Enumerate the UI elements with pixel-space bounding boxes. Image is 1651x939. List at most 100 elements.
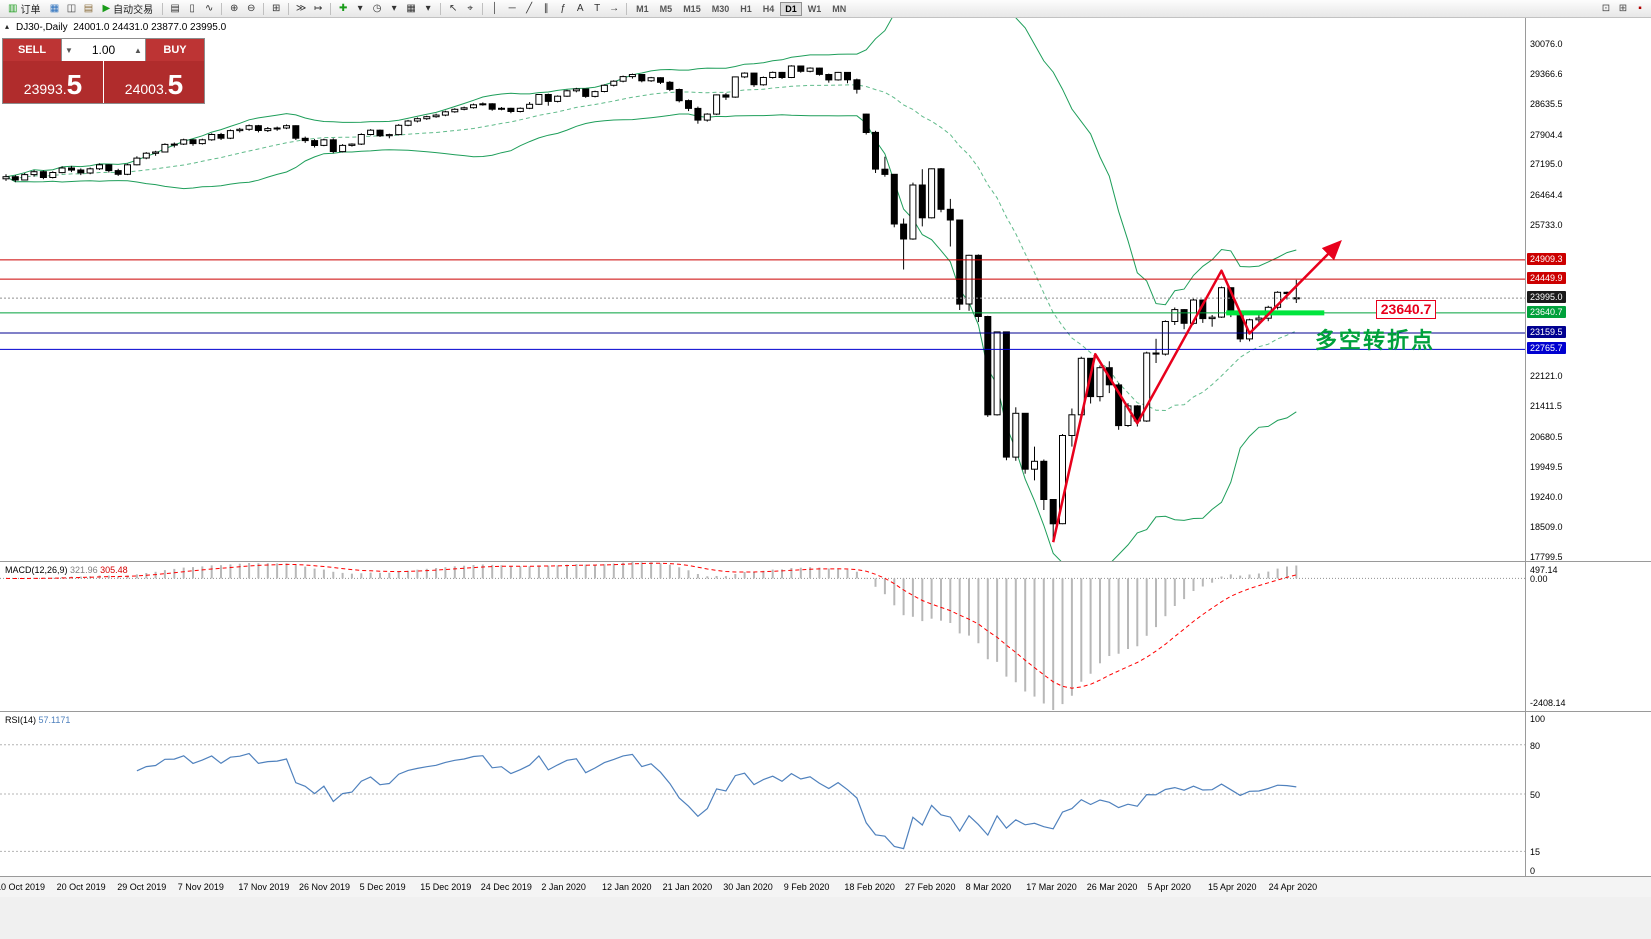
- rsi-axis-tick: 50: [1530, 790, 1541, 800]
- timeframe-button-M5[interactable]: M5: [659, 3, 673, 14]
- trendline-icon[interactable]: ╱: [526, 3, 533, 14]
- autotrading-button[interactable]: ▶ 自动交易: [97, 1, 158, 16]
- price-axis-tick: 21411.5: [1530, 400, 1562, 411]
- x-axis-label: 26 Mar 2020: [1086, 882, 1138, 892]
- ohlc-values: 24001.0 24431.0 23877.0 23995.0: [73, 22, 227, 33]
- rsi-axis-tick: 100: [1530, 714, 1546, 724]
- trend-zigzag-arrow[interactable]: [1051, 240, 1342, 543]
- price-axis-tick: 26464.4: [1530, 189, 1563, 200]
- tile-windows-icon[interactable]: ⊞: [271, 3, 281, 14]
- new-order-button[interactable]: ▥ 订单: [3, 1, 45, 16]
- cursor-icon[interactable]: ↖: [448, 3, 458, 14]
- text-label-icon[interactable]: T: [594, 3, 601, 14]
- x-axis-label: 18 Feb 2020: [844, 882, 895, 892]
- toolbar-separator: [288, 2, 290, 15]
- crosshair-icon[interactable]: ⌖: [467, 3, 473, 14]
- x-axis-label: 20 Oct 2019: [56, 882, 106, 892]
- templates-dropdown-icon[interactable]: ▾: [425, 3, 431, 14]
- price-tag: 23159.5: [1527, 325, 1566, 338]
- price-axis-tick: 30076.0: [1530, 39, 1563, 50]
- news-icon[interactable]: ▪: [1638, 3, 1642, 14]
- toolbar-separator: [626, 2, 628, 15]
- text-icon[interactable]: A: [576, 3, 584, 14]
- periods-dropdown-icon[interactable]: ▾: [391, 3, 397, 14]
- toolbar-separator: [162, 2, 164, 15]
- axis-separator: [1525, 18, 1526, 897]
- bollinger-lower-band: [5, 113, 1297, 561]
- buy-button[interactable]: BUY: [146, 39, 204, 61]
- sell-price-button[interactable]: 23993. 5: [3, 61, 103, 103]
- timeframe-button-H4[interactable]: H4: [762, 3, 775, 14]
- buy-price-button[interactable]: 24003. 5: [104, 61, 204, 103]
- pane-separator[interactable]: [0, 561, 1651, 562]
- volume-control: ▼ 1.00 ▲: [61, 39, 146, 61]
- timeframe-button-M15[interactable]: M15: [683, 3, 701, 14]
- indicators-icon[interactable]: ✚: [338, 3, 348, 14]
- sell-button[interactable]: SELL: [3, 39, 61, 61]
- macd-signal-value: 305.48: [100, 565, 128, 575]
- x-axis-label: 8 Mar 2020: [965, 882, 1012, 892]
- price-axis-tick: 25733.0: [1530, 220, 1563, 231]
- templates-icon[interactable]: ▦: [406, 3, 416, 14]
- macd-label: MACD(12,26,9) 321.96 305.48: [5, 565, 128, 575]
- auto-scroll-icon[interactable]: ≫: [295, 3, 307, 14]
- chart-title: DJ30-,Daily 24001.0 24431.0 23877.0 2399…: [16, 22, 226, 33]
- x-axis-label: 5 Dec 2019: [359, 882, 406, 892]
- time-axis[interactable]: 10 Oct 2019 20 Oct 2019 29 Oct 2019 7 Nov 2…: [0, 876, 1651, 897]
- timeframe-button-M1[interactable]: M1: [636, 3, 649, 14]
- toolbar-separator: [330, 2, 332, 15]
- x-axis-label: 29 Oct 2019: [117, 882, 167, 892]
- equidistant-channel-icon[interactable]: ∥: [543, 3, 549, 14]
- zoom-in-icon[interactable]: ⊕: [229, 3, 239, 14]
- price-axis-tick: 28635.5: [1530, 99, 1563, 110]
- pane-separator[interactable]: [0, 711, 1651, 712]
- x-axis-label: 24 Dec 2019: [480, 882, 532, 892]
- timeframe-button-D1[interactable]: D1: [780, 1, 802, 16]
- horizontal-line-icon[interactable]: ─: [508, 3, 516, 14]
- fullscreen-icon[interactable]: ⊡: [1601, 3, 1611, 14]
- volume-input[interactable]: 1.00: [91, 43, 116, 57]
- timeframe-button-M30[interactable]: M30: [711, 3, 730, 14]
- macd-main-value: 321.96: [70, 565, 98, 575]
- periods-icon[interactable]: ◷: [372, 3, 382, 14]
- toolbar-separator: [482, 2, 484, 15]
- fibonacci-icon[interactable]: ƒ: [560, 3, 566, 14]
- toolbar-separator: [263, 2, 265, 15]
- price-tag: 23640.7: [1527, 305, 1566, 318]
- data-window-icon[interactable]: ◫: [66, 3, 77, 14]
- timeframe-button-H1[interactable]: H1: [740, 3, 752, 14]
- price-axis-tick: 19240.0: [1530, 491, 1563, 502]
- indicators-dropdown-icon[interactable]: ▾: [357, 3, 363, 14]
- price-axis-tick: 20680.5: [1530, 431, 1563, 442]
- rsi-axis-tick: 0: [1530, 866, 1536, 876]
- timeframe-button-MN[interactable]: MN: [832, 3, 847, 14]
- macd-axis-zero: 0.00: [1530, 574, 1548, 585]
- timeframe-button-W1[interactable]: W1: [807, 3, 822, 14]
- print-icon[interactable]: ⊞: [1618, 3, 1628, 14]
- arrows-icon[interactable]: →: [609, 3, 620, 14]
- macd-pane[interactable]: [0, 562, 1525, 710]
- rsi-pane[interactable]: [0, 712, 1525, 876]
- autotrading-label: 自动交易: [113, 5, 154, 16]
- line-chart-icon[interactable]: ∿: [204, 3, 214, 14]
- x-axis-label: 10 Oct 2019: [0, 882, 46, 892]
- x-axis-label: 26 Nov 2019: [299, 882, 351, 892]
- bar-chart-icon[interactable]: ▤: [170, 3, 180, 14]
- chart-shift-icon[interactable]: ↦: [313, 3, 323, 14]
- candlestick-chart-icon[interactable]: ▯: [189, 3, 195, 14]
- zoom-out-icon[interactable]: ⊖: [246, 3, 256, 14]
- navigator-icon[interactable]: ▤: [83, 3, 94, 14]
- price-axis-tick: 29366.6: [1530, 68, 1563, 79]
- buy-price-fraction: 5: [167, 69, 184, 100]
- bollinger-middle-band: [5, 84, 1297, 412]
- market-watch-icon[interactable]: ▦: [49, 3, 60, 14]
- sell-price-main: 23993.: [23, 81, 67, 97]
- x-axis-label: 17 Mar 2020: [1026, 882, 1077, 892]
- vertical-line-icon[interactable]: │: [492, 3, 499, 14]
- toolbar: ▥ 订单 ▦ ◫ ▤ ▶ 自动交易 ▤ ▯ ∿ ⊕ ⊖ ⊞ ≫ ↦ ✚ ▾ ◷ ▾ ▦ ▾ ↖ ⌖ │ ─ ╱ ∥ ƒ A T → M1 M5 M…: [0, 0, 1651, 18]
- one-click-collapse-icon[interactable]: ▴: [5, 22, 10, 31]
- price-axis[interactable]: 30076.0 29366.6 28635.5 27904.4 27195.0 26464…: [1526, 18, 1651, 897]
- volume-decrease-icon[interactable]: ▼: [65, 45, 73, 55]
- volume-increase-icon[interactable]: ▲: [134, 45, 142, 55]
- price-chart-canvas[interactable]: [0, 18, 1525, 561]
